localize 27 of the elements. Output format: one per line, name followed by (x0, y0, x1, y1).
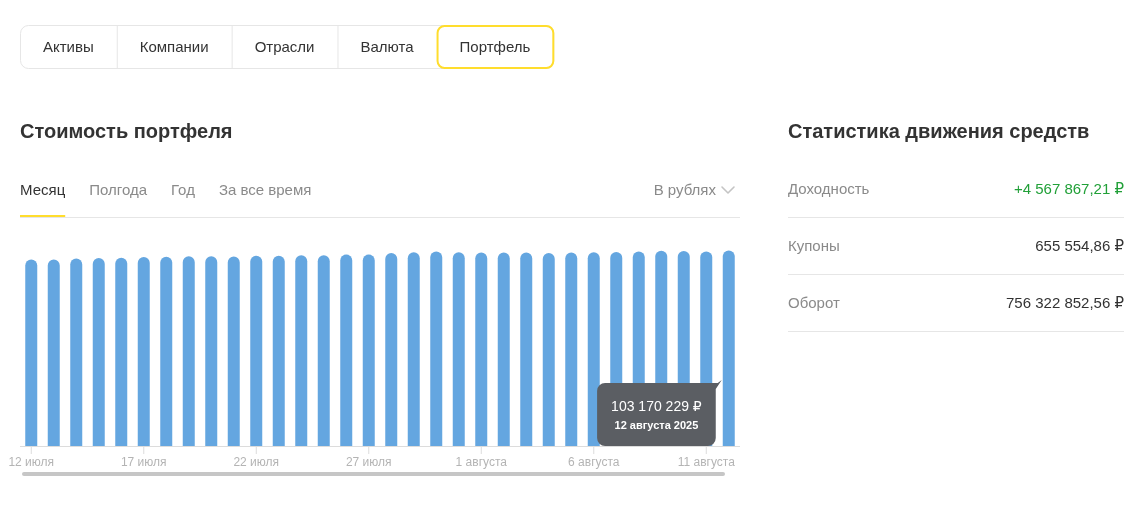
x-tick-label: 12 июля (8, 455, 55, 469)
annotation: 103 170 229 ₽ (611, 398, 702, 414)
text: Месяц (20, 181, 66, 198)
text: Валюта (360, 38, 415, 55)
x-tick-label: 27 июля (345, 455, 392, 469)
chart-title: Стоимость портфеля (20, 120, 233, 142)
text: +4 567 867,21 ₽ (1013, 180, 1124, 197)
x-tick-label: 1 августа (455, 455, 508, 469)
text: Год (171, 181, 196, 198)
x-tick-label: 22 июля (233, 455, 280, 469)
text: В рублях (653, 181, 717, 198)
text: За все время (218, 181, 312, 198)
text: Полгода (89, 181, 148, 198)
text: 655 554,86 ₽ (1035, 237, 1124, 254)
x-tick-label: 6 августа (568, 455, 620, 469)
text: 756 322 852,56 ₽ (1006, 294, 1124, 311)
text: Компании (139, 38, 209, 55)
category-label: Оборот (788, 294, 840, 311)
text: Портфель (459, 38, 531, 55)
category-label: Доходность (788, 180, 870, 197)
x-tick-label: 17 июля (120, 455, 167, 469)
text: Статистика движения средств (788, 120, 1090, 142)
text: Активы (42, 38, 94, 55)
x-tick-label: 11 августа (677, 455, 736, 469)
annotation: 12 августа 2025 (614, 419, 699, 431)
category-label: Купоны (788, 237, 840, 254)
text: Отрасли (254, 38, 315, 55)
